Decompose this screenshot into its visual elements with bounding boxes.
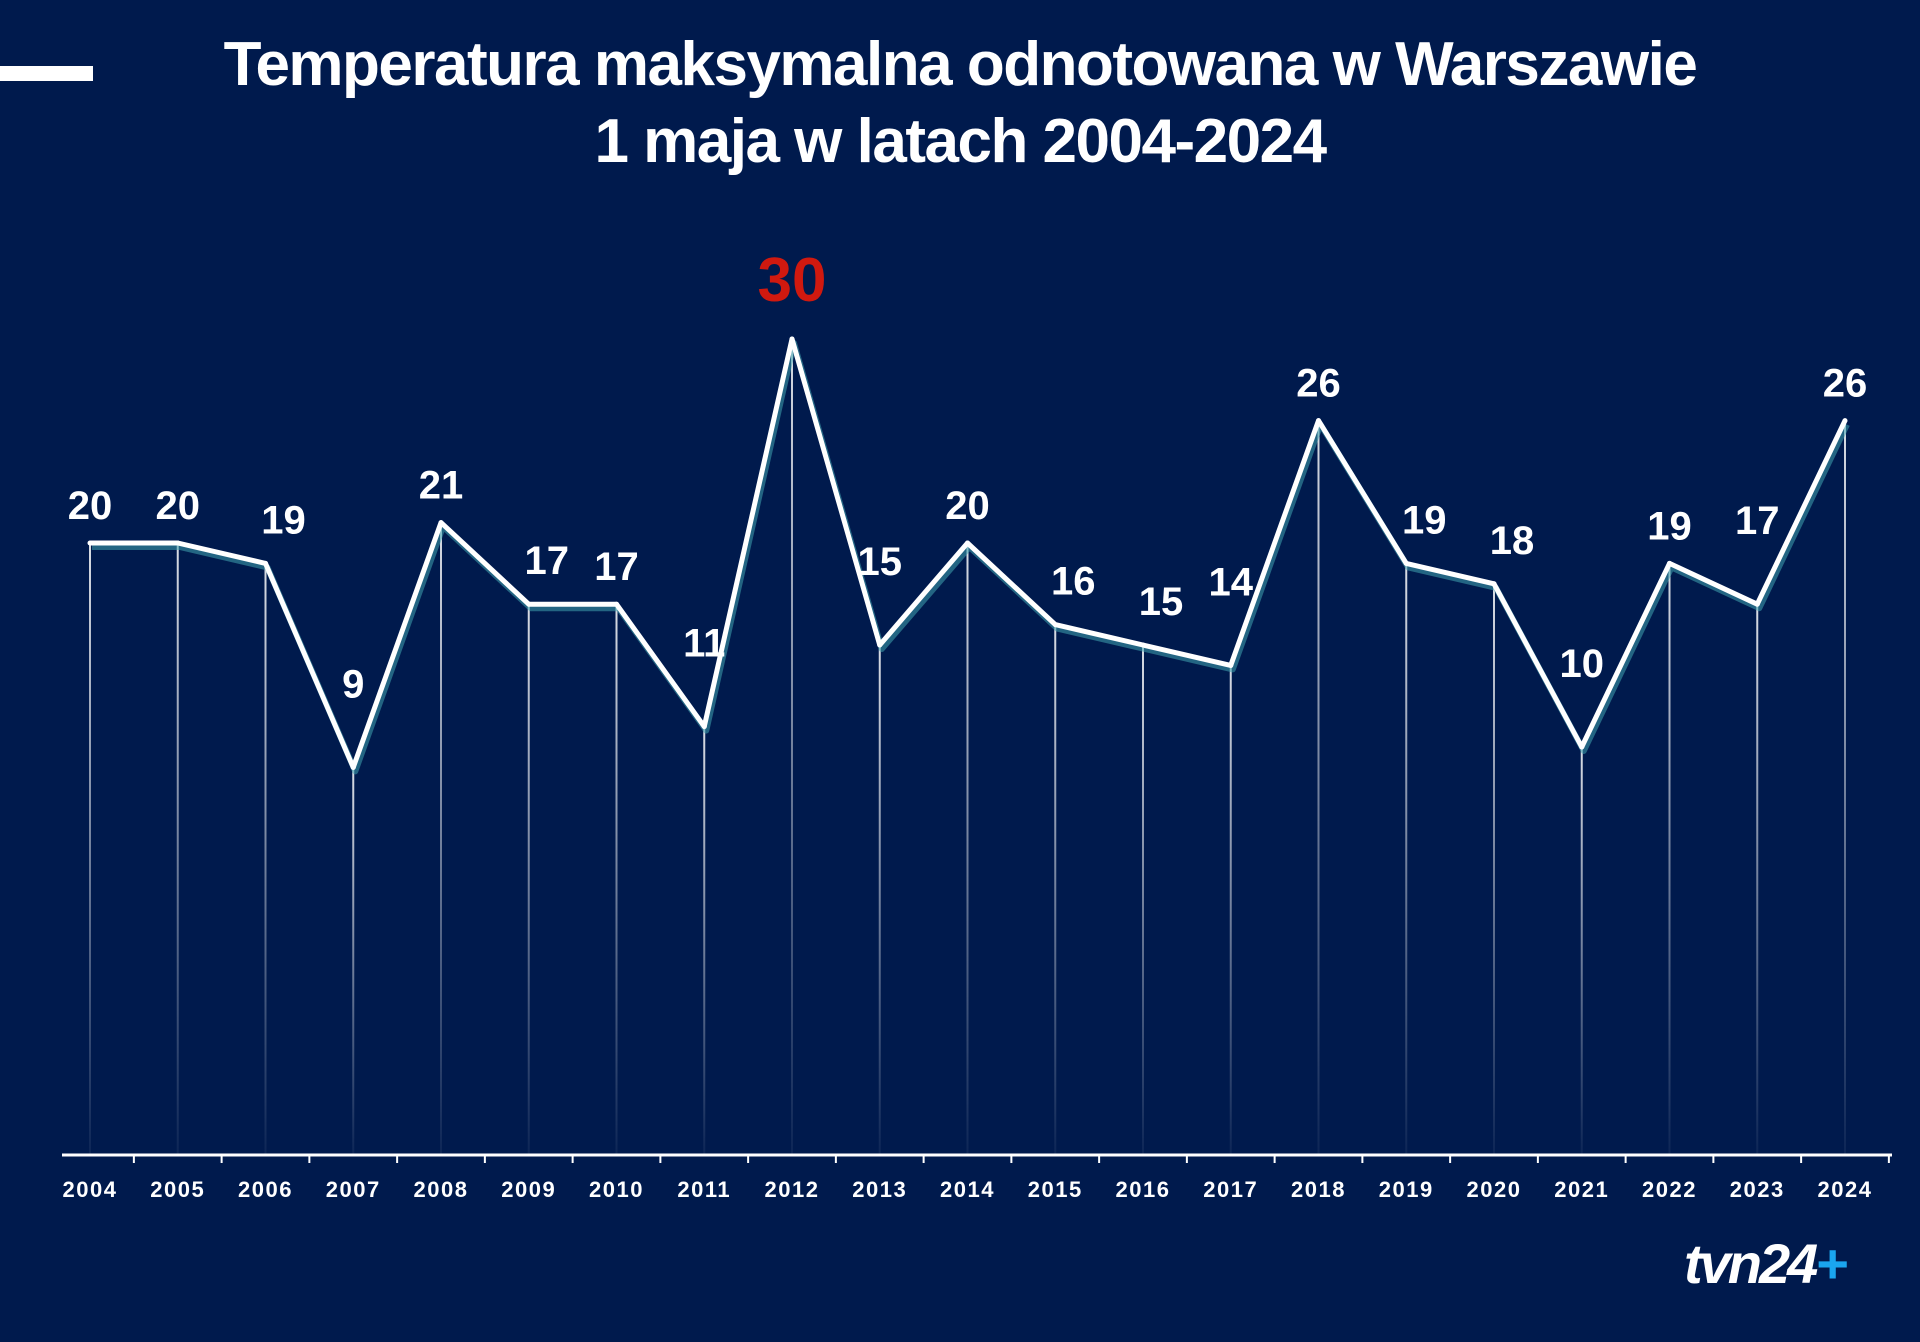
accent-bar [0, 66, 93, 81]
drop-line-2023 [1756, 604, 1759, 1155]
logo-text: tvn24 [1684, 1232, 1818, 1295]
data-point-2012 [789, 336, 795, 342]
x-tick-label-2014: 2014 [940, 1177, 995, 1202]
drop-line-2017 [1229, 665, 1232, 1155]
x-tick-label-2012: 2012 [765, 1177, 820, 1202]
data-label-2018: 26 [1296, 362, 1341, 406]
drop-line-2022 [1668, 563, 1671, 1155]
data-label-2023: 17 [1735, 499, 1780, 543]
data-label-2020: 18 [1490, 519, 1535, 563]
title-line-1: Temperatura maksymalna odnotowana w Wars… [223, 30, 1698, 99]
data-point-2021 [1579, 744, 1585, 750]
x-tick-label-2018: 2018 [1291, 1177, 1346, 1202]
drop-line-2024 [1844, 420, 1846, 1156]
x-tick-label-2022: 2022 [1642, 1177, 1697, 1202]
drop-line-2019 [1405, 563, 1408, 1155]
tvn24-logo: tvn24+ [1684, 1232, 1848, 1295]
x-tick-label-2019: 2019 [1379, 1177, 1434, 1202]
drop-line-2012 [791, 339, 793, 1155]
series-line-group [87, 336, 1850, 775]
x-tick-label-2023: 2023 [1730, 1177, 1785, 1202]
drop-line-2008 [440, 522, 442, 1155]
drop-line-2020 [1493, 583, 1495, 1155]
drop-line-2014 [966, 543, 969, 1155]
data-label-2016: 15 [1139, 580, 1184, 624]
x-tick-label-2015: 2015 [1028, 1177, 1083, 1202]
data-label-2004: 20 [68, 484, 113, 528]
drop-line-2005 [176, 543, 179, 1155]
x-tick-label-2006: 2006 [238, 1177, 293, 1202]
data-point-2009 [526, 601, 532, 607]
data-label-2015: 16 [1051, 560, 1096, 604]
drop-line-2010 [615, 604, 618, 1155]
data-point-2017 [1228, 662, 1234, 668]
data-label-2012: 30 [758, 246, 827, 315]
data-point-2010 [614, 601, 619, 607]
data-point-2019 [1403, 560, 1409, 566]
x-tick-label-2010: 2010 [589, 1177, 644, 1202]
data-label-2014: 20 [945, 484, 990, 528]
drop-line-2004 [89, 543, 91, 1155]
x-tick-labels: 2004 2005 2006 2007 2008 2009 2010 2011 2012 2013… [63, 1177, 1873, 1202]
data-labels: 20 20 19 9 21 17 17 11 30 15 20 16 15 14 26 19 18 10 19 17 2… [68, 246, 1868, 706]
data-label-2008: 21 [419, 464, 464, 508]
data-label-2024: 26 [1823, 362, 1868, 406]
data-label-2021: 10 [1560, 642, 1605, 686]
data-label-2007: 9 [342, 662, 364, 706]
data-point-2020 [1491, 581, 1497, 587]
data-point-2015 [1052, 622, 1058, 628]
data-label-2019: 19 [1402, 498, 1447, 542]
x-axis [62, 1153, 1892, 1163]
data-label-2005: 20 [156, 484, 201, 528]
drop-line-2011 [703, 726, 706, 1155]
drop-line-2007 [352, 767, 355, 1155]
data-point-2011 [701, 724, 707, 730]
drop-line-2016 [1142, 645, 1144, 1155]
x-tick-label-2009: 2009 [501, 1177, 556, 1202]
x-tick-label-2011: 2011 [677, 1177, 731, 1202]
data-label-2022: 19 [1647, 504, 1692, 548]
data-point-2008 [438, 520, 444, 526]
drop-line-2009 [527, 604, 530, 1155]
data-point-2007 [350, 764, 356, 770]
x-tick-label-2007: 2007 [326, 1177, 381, 1202]
data-label-2013: 15 [858, 540, 903, 584]
drop-lines [89, 339, 1846, 1156]
data-point-2016 [1140, 642, 1146, 648]
x-tick-label-2008: 2008 [414, 1177, 469, 1202]
drop-line-2015 [1054, 624, 1057, 1155]
data-point-2023 [1754, 601, 1760, 607]
data-point-2005 [175, 540, 181, 546]
data-point-2018 [1316, 418, 1321, 424]
data-label-2010: 17 [594, 545, 639, 589]
x-tick-label-2004: 2004 [63, 1177, 118, 1202]
drop-line-2006 [264, 563, 267, 1155]
drop-line-2021 [1580, 747, 1583, 1155]
data-label-2017: 14 [1209, 560, 1254, 604]
logo-plus: + [1815, 1232, 1848, 1295]
drop-line-2018 [1317, 420, 1320, 1156]
data-label-2011: 11 [683, 622, 725, 666]
title-line-2: 1 maja w latach 2004-2024 [594, 107, 1327, 176]
x-tick-label-2021: 2021 [1554, 1177, 1609, 1202]
x-tick-label-2020: 2020 [1467, 1177, 1522, 1202]
drop-line-2013 [878, 645, 881, 1155]
data-label-2009: 17 [525, 539, 570, 583]
data-point-2006 [263, 560, 268, 566]
data-point-2013 [877, 642, 883, 648]
x-tick-label-2013: 2013 [852, 1177, 907, 1202]
x-tick-label-2016: 2016 [1116, 1177, 1171, 1202]
data-point-2024 [1842, 418, 1848, 424]
data-point-2022 [1667, 560, 1672, 566]
series-line-shadow [92, 340, 1850, 775]
data-point-2014 [965, 540, 970, 546]
chart-title: Temperatura maksymalna odnotowana w Wars… [0, 26, 1920, 180]
x-tick-label-2024: 2024 [1818, 1177, 1873, 1202]
x-tick-label-2017: 2017 [1203, 1177, 1258, 1202]
data-label-2006: 19 [261, 498, 306, 542]
data-point-2004 [87, 540, 93, 546]
x-tick-label-2005: 2005 [150, 1177, 205, 1202]
